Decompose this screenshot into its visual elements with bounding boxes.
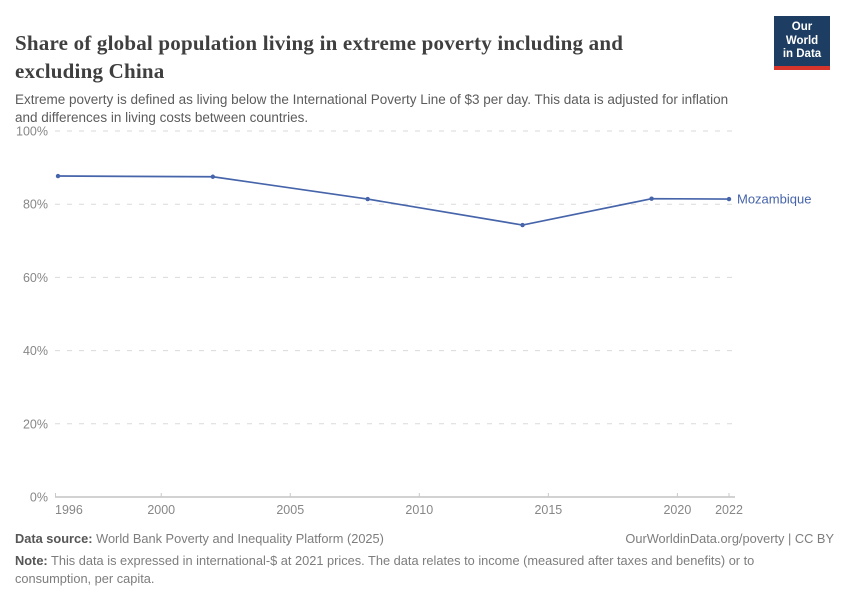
x-tick-label: 2010 (405, 503, 433, 517)
chart-note: Note: This data is expressed in internat… (15, 552, 830, 588)
data-source: Data source: World Bank Poverty and Ineq… (15, 531, 384, 546)
data-point[interactable] (726, 196, 732, 202)
chart-title: Share of global population living in ext… (15, 31, 624, 84)
y-tick-label: 0% (30, 491, 48, 505)
data-point[interactable] (365, 196, 370, 202)
data-point[interactable] (210, 174, 216, 179)
note-text: This data is expressed in international-… (15, 553, 755, 586)
owid-logo-line1: Our World (785, 21, 819, 47)
chart-subtitle: Extreme poverty is defined as living bel… (15, 91, 729, 125)
data-source-value: World Bank Poverty and Inequality Platfo… (96, 531, 384, 546)
x-tick-label: 2005 (276, 503, 304, 517)
data-line[interactable] (57, 175, 730, 226)
y-tick-label: 40% (23, 344, 48, 358)
x-tick-label: 1996 (55, 503, 83, 517)
line-chart: 0% 20% 40% 60% 80% 100% 1996 2000 2005 2010 2015 20… (16, 125, 811, 518)
y-tick-label: 100% (16, 125, 48, 139)
y-tick-label: 80% (23, 198, 48, 212)
note-label: Note: (15, 553, 48, 568)
x-tick-label: 2015 (534, 503, 562, 517)
attribution-link[interactable]: OurWorldinData.org/poverty | CC BY (625, 531, 834, 546)
x-tick-label: 2022 (715, 503, 743, 517)
data-point[interactable] (55, 173, 61, 179)
x-tick-label: 2000 (147, 503, 175, 517)
x-tick-label: 2020 (663, 503, 691, 517)
data-point[interactable] (649, 196, 654, 201)
owid-logo[interactable]: Our World in Data (774, 16, 830, 70)
entity-label[interactable]: Mozambique (737, 192, 811, 207)
data-source-label: Data source: (15, 531, 93, 546)
y-tick-label: 60% (23, 271, 48, 285)
owid-logo-line2: in Data (782, 48, 822, 60)
data-point[interactable] (520, 222, 525, 228)
y-tick-label: 20% (23, 417, 48, 431)
